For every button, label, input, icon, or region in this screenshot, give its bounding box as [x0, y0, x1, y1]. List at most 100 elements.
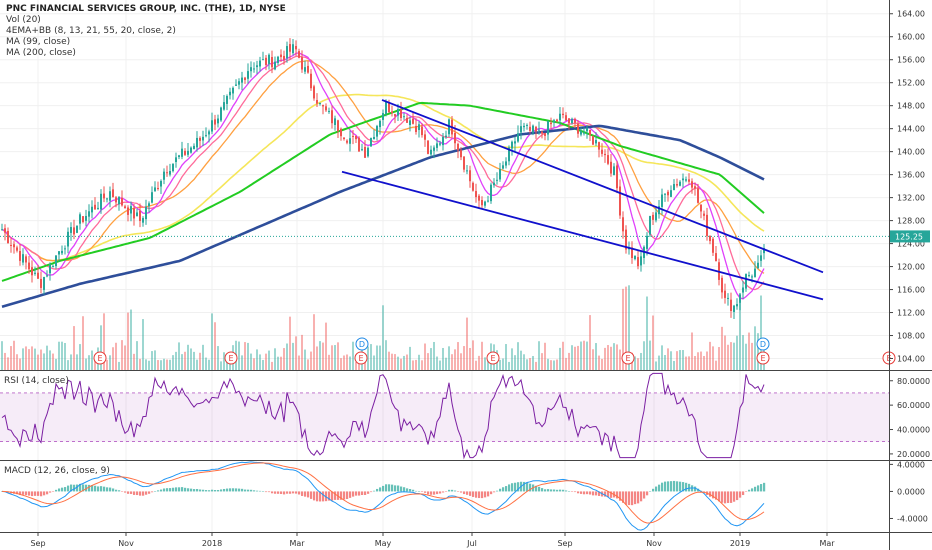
- volume-bar: [52, 353, 54, 370]
- volume-bar: [637, 358, 639, 370]
- macd-histogram-bar: [646, 491, 649, 496]
- dividend-marker-0[interactable]: [355, 337, 369, 351]
- volume-bar: [343, 355, 345, 370]
- candle-body: [265, 57, 267, 65]
- candle-body: [166, 172, 168, 174]
- volume-bar: [739, 293, 741, 370]
- earnings-marker-0[interactable]: [93, 351, 107, 365]
- candle-body: [475, 191, 477, 198]
- earnings-marker-2[interactable]: [354, 351, 368, 365]
- candle-body: [601, 149, 603, 154]
- volume-bar: [694, 356, 696, 370]
- macd-histogram-bar: [547, 489, 550, 492]
- volume-bar: [724, 335, 726, 370]
- time-tick-label-9: Mar: [819, 539, 835, 548]
- earnings-marker-5[interactable]: [756, 351, 770, 365]
- macd-histogram-bar: [223, 488, 226, 492]
- earnings-marker-4[interactable]: [621, 351, 635, 365]
- event-markers[interactable]: EEEEEEDDE: [93, 337, 896, 365]
- volume-bar: [502, 358, 504, 370]
- candle-body: [724, 290, 726, 298]
- macd-histogram-bar: [541, 488, 544, 492]
- macd-histogram-bar: [607, 491, 610, 498]
- candle-body: [481, 199, 483, 206]
- macd-histogram-bar: [64, 487, 67, 492]
- candle-body: [136, 212, 138, 217]
- macd-histogram-bar: [583, 491, 586, 495]
- volume-bar: [298, 355, 300, 370]
- volume-bar: [277, 356, 279, 370]
- dividend-marker-1-label: D: [760, 340, 766, 349]
- legend-ma200[interactable]: MA (200, close): [6, 48, 76, 58]
- macd-histogram-bar: [550, 489, 553, 492]
- macd-legend[interactable]: MACD (12, 26, close, 9): [4, 466, 110, 476]
- volume-bar: [598, 355, 600, 370]
- legend-ma99[interactable]: MA (99, close): [6, 37, 71, 47]
- volume-bar: [319, 341, 321, 370]
- macd-histogram-bar: [625, 491, 628, 505]
- volume-bar: [685, 356, 687, 370]
- macd-histogram-bar: [88, 484, 91, 492]
- volume-bar: [526, 359, 528, 370]
- macd-histogram-bar: [49, 491, 52, 493]
- volume-bar: [352, 341, 354, 370]
- rsi-tick-label-3: 20.0000: [897, 450, 930, 459]
- rsi-legend[interactable]: RSI (14, close): [4, 376, 69, 386]
- macd-histogram-bar: [427, 491, 430, 495]
- candle-body: [175, 157, 177, 163]
- volume-bar: [37, 354, 39, 370]
- price-tick-label-4: 148.00: [897, 102, 925, 111]
- volume-bar: [376, 345, 378, 370]
- candle-body: [208, 131, 210, 135]
- volume-bar: [328, 354, 330, 370]
- macd-histogram-bar: [229, 488, 232, 492]
- macd-histogram-bar: [565, 490, 568, 492]
- macd-histogram-bar: [742, 491, 745, 496]
- candle-body: [502, 165, 504, 169]
- volume-bar: [106, 359, 108, 370]
- volume-bar: [517, 342, 519, 370]
- volume-bar: [10, 346, 12, 370]
- macd-histogram-bar: [415, 490, 418, 492]
- candle-body: [394, 114, 396, 117]
- volume-bar: [742, 335, 744, 370]
- candle-body: [64, 248, 66, 250]
- macd-histogram-bar: [67, 485, 70, 492]
- candle-body: [325, 106, 327, 111]
- volume-bar: [397, 356, 399, 370]
- candle-body: [121, 197, 123, 206]
- volume-bar: [385, 340, 387, 370]
- volume-bar: [283, 348, 285, 370]
- volume-bar: [94, 357, 96, 370]
- legend-4ema-bb[interactable]: 4EMA+BB (8, 13, 21, 55, 20, close, 2): [6, 26, 176, 36]
- macd-histogram-bar: [739, 491, 742, 498]
- volume-bar: [727, 344, 729, 370]
- volume-bar: [613, 343, 615, 370]
- earnings-marker-1[interactable]: [224, 351, 238, 365]
- candle-body: [205, 135, 207, 137]
- macd-histogram-bar: [622, 491, 625, 503]
- earnings-marker-3[interactable]: [486, 351, 500, 365]
- price-tick-label-13: 112.00: [897, 309, 925, 318]
- candle-body: [190, 147, 192, 153]
- volume-bar: [472, 340, 474, 370]
- macd-histogram-bar: [376, 488, 379, 492]
- volume-bar: [259, 354, 261, 370]
- macd-histogram-bar: [217, 489, 220, 492]
- price-tick-label-11: 120.00: [897, 263, 925, 272]
- legend-vol[interactable]: Vol (20): [6, 15, 41, 25]
- macd-histogram-bar: [286, 491, 289, 494]
- volume-bar: [673, 360, 675, 370]
- candle-body: [730, 299, 732, 311]
- volume-bar: [127, 312, 129, 370]
- volume-bar: [712, 346, 714, 370]
- macd-histogram-bar: [586, 491, 589, 495]
- trend-lines[interactable]: [341, 99, 824, 301]
- macd-histogram-bar: [166, 488, 169, 492]
- macd-histogram-bar: [349, 491, 352, 498]
- rsi-tick-label-1: 60.0000: [897, 401, 930, 410]
- volume-bar: [331, 345, 333, 370]
- dividend-marker-1[interactable]: [756, 337, 770, 351]
- volume-bar: [271, 361, 273, 370]
